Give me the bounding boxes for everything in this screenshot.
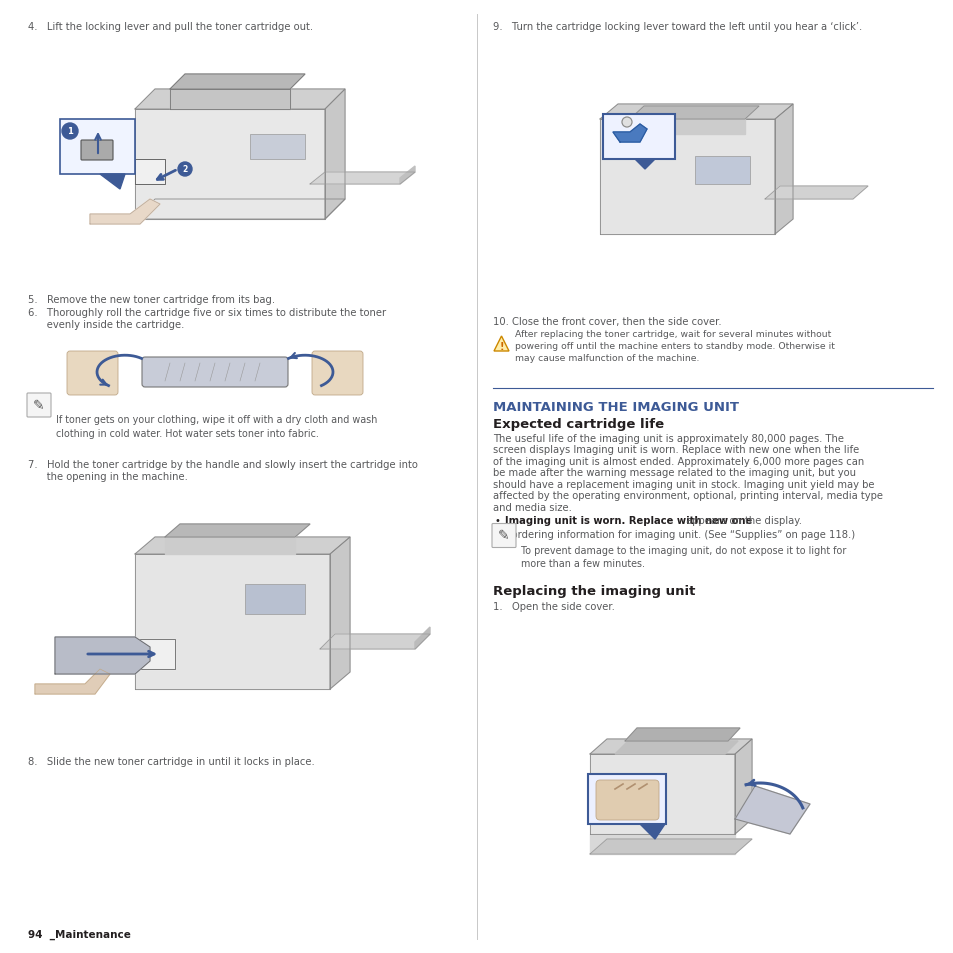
Polygon shape — [135, 90, 345, 110]
Polygon shape — [615, 741, 738, 754]
Polygon shape — [399, 167, 415, 185]
Text: The useful life of the imaging unit is approximately 80,000 pages. The: The useful life of the imaging unit is a… — [493, 434, 843, 443]
FancyBboxPatch shape — [602, 115, 675, 160]
Text: appears on the display.: appears on the display. — [682, 516, 801, 526]
Polygon shape — [170, 90, 290, 110]
Polygon shape — [310, 172, 415, 185]
Text: •: • — [495, 516, 500, 526]
FancyBboxPatch shape — [596, 781, 659, 821]
FancyBboxPatch shape — [587, 774, 665, 824]
Polygon shape — [589, 840, 751, 854]
Polygon shape — [599, 120, 774, 234]
Text: 7.   Hold the toner cartridge by the handle and slowly insert the cartridge into: 7. Hold the toner cartridge by the handl… — [28, 459, 417, 470]
Polygon shape — [635, 160, 655, 170]
Polygon shape — [774, 105, 792, 234]
Polygon shape — [589, 740, 751, 754]
Polygon shape — [624, 728, 740, 741]
Text: the opening in the machine.: the opening in the machine. — [28, 472, 188, 481]
Polygon shape — [330, 537, 350, 689]
Polygon shape — [613, 125, 646, 143]
Circle shape — [62, 124, 78, 140]
Text: ✎: ✎ — [33, 398, 45, 413]
Polygon shape — [589, 834, 734, 854]
Text: Expected cartridge life: Expected cartridge life — [493, 417, 663, 431]
Text: 2: 2 — [182, 165, 188, 174]
Polygon shape — [764, 187, 867, 200]
Text: For ordering information for imaging unit. (See “Supplies” on page 118.): For ordering information for imaging uni… — [493, 529, 854, 539]
FancyBboxPatch shape — [142, 357, 288, 388]
FancyBboxPatch shape — [67, 352, 118, 395]
Polygon shape — [325, 90, 345, 220]
Text: of the imaging unit is almost ended. Approximately 6,000 more pages can: of the imaging unit is almost ended. App… — [493, 456, 863, 467]
Text: 94  _Maintenance: 94 _Maintenance — [28, 929, 131, 940]
Polygon shape — [135, 110, 325, 220]
Text: evenly inside the cartridge.: evenly inside the cartridge. — [28, 319, 184, 330]
Text: 9.   Turn the cartridge locking lever toward the left until you hear a ‘click’.: 9. Turn the cartridge locking lever towa… — [493, 22, 862, 32]
FancyBboxPatch shape — [492, 524, 516, 548]
Text: affected by the operating environment, optional, printing interval, media type: affected by the operating environment, o… — [493, 491, 882, 501]
FancyBboxPatch shape — [695, 157, 749, 185]
Polygon shape — [135, 555, 330, 689]
Polygon shape — [639, 824, 664, 840]
Circle shape — [178, 163, 192, 177]
Polygon shape — [90, 200, 160, 225]
Text: screen displays Imaging unit is worn. Replace with new one when the life: screen displays Imaging unit is worn. Re… — [493, 445, 859, 455]
Polygon shape — [35, 669, 110, 695]
Text: 1.   Open the side cover.: 1. Open the side cover. — [493, 601, 615, 611]
Polygon shape — [135, 200, 345, 220]
Polygon shape — [589, 754, 734, 834]
Polygon shape — [319, 635, 430, 649]
FancyBboxPatch shape — [27, 394, 51, 417]
Text: ✎: ✎ — [497, 529, 509, 543]
Polygon shape — [599, 105, 792, 120]
Text: Replacing the imaging unit: Replacing the imaging unit — [493, 585, 695, 598]
FancyBboxPatch shape — [250, 135, 305, 160]
FancyBboxPatch shape — [60, 120, 135, 174]
Text: Imaging unit is worn. Replace with new one: Imaging unit is worn. Replace with new o… — [504, 516, 752, 526]
Text: After replacing the toner cartridge, wait for several minutes without
powering o: After replacing the toner cartridge, wai… — [515, 330, 834, 363]
Polygon shape — [135, 160, 165, 185]
Polygon shape — [734, 786, 809, 834]
Text: 5.   Remove the new toner cartridge from its bag.: 5. Remove the new toner cartridge from i… — [28, 294, 274, 305]
Polygon shape — [165, 524, 310, 537]
FancyBboxPatch shape — [312, 352, 363, 395]
Polygon shape — [734, 740, 751, 834]
Polygon shape — [135, 639, 174, 669]
Text: If toner gets on your clothing, wipe it off with a dry cloth and wash
clothing i: If toner gets on your clothing, wipe it … — [56, 415, 377, 438]
Text: be made after the warning message related to the imaging unit, but you: be made after the warning message relate… — [493, 468, 855, 478]
Text: 10. Close the front cover, then the side cover.: 10. Close the front cover, then the side… — [493, 316, 720, 327]
Text: 8.   Slide the new toner cartridge in until it locks in place.: 8. Slide the new toner cartridge in unti… — [28, 757, 314, 766]
Polygon shape — [165, 537, 294, 555]
Polygon shape — [55, 638, 150, 675]
FancyBboxPatch shape — [245, 584, 305, 615]
Text: should have a replacement imaging unit in stock. Imaging unit yield may be: should have a replacement imaging unit i… — [493, 479, 874, 490]
Text: !: ! — [498, 341, 503, 352]
Polygon shape — [415, 627, 430, 649]
FancyBboxPatch shape — [81, 141, 112, 161]
Polygon shape — [135, 537, 350, 555]
Text: 4.   Lift the locking lever and pull the toner cartridge out.: 4. Lift the locking lever and pull the t… — [28, 22, 313, 32]
Polygon shape — [494, 336, 509, 352]
Text: To prevent damage to the imaging unit, do not expose it to light for
more than a: To prevent damage to the imaging unit, d… — [520, 545, 845, 569]
Polygon shape — [100, 174, 125, 190]
Polygon shape — [629, 107, 759, 120]
Text: 6.   Thoroughly roll the cartridge five or six times to distribute the toner: 6. Thoroughly roll the cartridge five or… — [28, 308, 386, 317]
Text: and media size.: and media size. — [493, 502, 571, 513]
Polygon shape — [629, 120, 744, 135]
Text: 1: 1 — [67, 128, 72, 136]
Polygon shape — [170, 75, 305, 90]
Text: MAINTAINING THE IMAGING UNIT: MAINTAINING THE IMAGING UNIT — [493, 400, 739, 414]
Circle shape — [621, 118, 631, 128]
